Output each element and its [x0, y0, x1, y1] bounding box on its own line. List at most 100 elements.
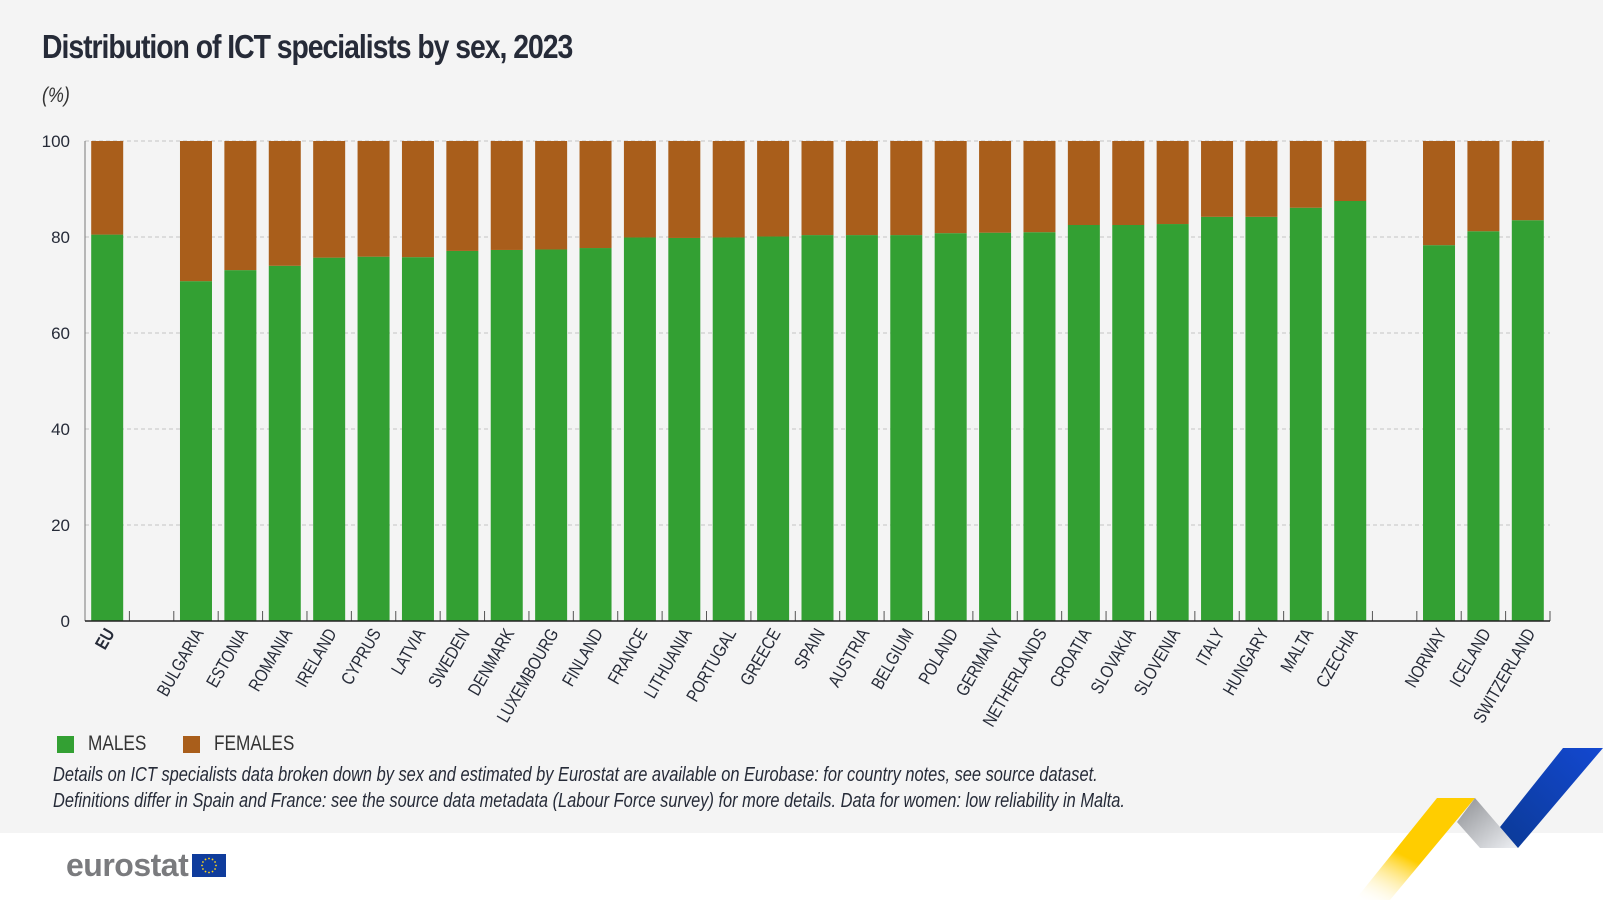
bar-males-sweden [446, 250, 479, 622]
bar-males-germany [979, 232, 1012, 621]
flag-star [202, 861, 205, 863]
footnote-1: Details on ICT specialists data broken d… [53, 764, 1098, 786]
x-tick-label-bulgaria: BULGARIA [153, 625, 207, 699]
x-tick-label-austria: AUSTRIA [825, 625, 874, 690]
legend-swatch-females [183, 735, 201, 753]
bar-females-cyprus [357, 141, 390, 257]
x-tick-label-france: FRANCE [604, 625, 651, 687]
bar-females-austria [845, 141, 878, 236]
bar-males-croatia [1067, 225, 1100, 621]
bar-males-portugal [712, 237, 745, 622]
flag-star [208, 857, 211, 860]
flag-star [211, 858, 214, 861]
bar-males-estonia [224, 270, 257, 621]
x-tick-label-latvia: LATVIA [388, 625, 430, 678]
chart-title: Distribution of ICT specialists by sex, … [42, 28, 573, 65]
bar-females-hungary [1245, 141, 1278, 217]
flag-star [211, 870, 214, 873]
legend-label-males: MALES [88, 732, 147, 755]
bar-males-iceland [1467, 231, 1500, 622]
footnotes: Details on ICT specialists data broken d… [53, 762, 1125, 814]
y-tick-label-60: 60 [51, 324, 70, 343]
bar-females-netherlands [1023, 141, 1056, 233]
bar-males-czechia [1334, 201, 1367, 621]
footnote-2: Definitions differ in Spain and France: … [53, 790, 1125, 812]
bar-males-norway [1423, 245, 1456, 621]
bar-females-estonia [224, 141, 257, 271]
y-tick-label-80: 80 [51, 228, 70, 247]
x-tick-label-belgium: BELGIUM [868, 625, 918, 692]
bar-females-malta [1289, 141, 1322, 208]
bar-females-luxembourg [535, 141, 568, 250]
y-tick-labels: 0 20 40 60 80 100 [42, 132, 70, 631]
flag-star [201, 864, 204, 867]
bar-males-denmark [490, 249, 523, 621]
flag-star [204, 858, 207, 861]
legend-swatch-males [57, 735, 74, 753]
bar-males-latvia [401, 257, 434, 621]
bar-males-hungary [1245, 216, 1278, 621]
bar-females-portugal [712, 141, 745, 238]
bar-females-finland [579, 141, 612, 249]
bar-females-france [623, 141, 656, 238]
bar-males-luxembourg [535, 249, 568, 622]
bar-males-netherlands [1023, 232, 1056, 621]
ribbon-grey [1457, 798, 1518, 848]
bar-females-ireland [313, 141, 346, 258]
axes [84, 141, 1551, 622]
x-tick-label-finland: FINLAND [559, 625, 608, 690]
bar-males-france [623, 237, 656, 622]
x-tick-label-poland: POLAND [915, 625, 962, 687]
bar-females-romania [268, 141, 301, 266]
x-tick-label-croatia: CROATIA [1046, 625, 1095, 691]
bar-males-italy [1201, 216, 1234, 621]
x-tick-label-romania: ROMANIA [245, 625, 296, 694]
x-tick-label-eu: EU [92, 625, 119, 653]
legend: MALES FEMALES [57, 732, 336, 756]
ribbon-blue [1500, 748, 1603, 848]
bar-females-lithuania [668, 141, 701, 238]
unit-label: (%) [42, 84, 70, 107]
ribbon-yellow [1355, 798, 1475, 900]
flag-star [204, 870, 207, 873]
bar-males-romania [268, 265, 301, 621]
bar-females-bulgaria [179, 141, 212, 282]
bar-females-eu [91, 141, 124, 235]
flag-star [214, 861, 217, 863]
bar-females-czechia [1334, 141, 1367, 201]
eurostat-logo: eurostat [66, 847, 227, 884]
bar-females-croatia [1067, 141, 1100, 225]
decorative-ribbon-graphic [1355, 748, 1603, 900]
bar-males-poland [934, 233, 967, 621]
bar-males-finland [579, 248, 612, 622]
y-tick-label-0: 0 [61, 612, 70, 631]
bar-males-ireland [313, 257, 346, 621]
flag-star [214, 868, 217, 870]
x-tick-label-norway: NORWAY [1402, 625, 1451, 691]
flag-star [208, 871, 211, 874]
x-tick-label-estonia: ESTONIA [203, 625, 252, 691]
bar-males-bulgaria [179, 281, 212, 621]
bar-males-greece [757, 236, 790, 621]
bar-females-belgium [890, 141, 923, 236]
x-tick-label-cyprus: CYPRUS [338, 625, 386, 688]
x-tick-label-ireland: IRELAND [292, 625, 341, 690]
bar-females-sweden [446, 141, 479, 251]
legend-item-males: MALES [57, 732, 159, 756]
eu-flag-icon [192, 854, 227, 877]
bars [91, 141, 1544, 622]
bar-females-norway [1423, 141, 1456, 246]
y-tick-label-100: 100 [42, 132, 70, 151]
x-tick-label-czechia: CZECHIA [1313, 625, 1362, 691]
bar-females-spain [801, 141, 834, 236]
bar-females-germany [979, 141, 1012, 233]
bar-males-belgium [890, 235, 923, 621]
bar-males-eu [91, 234, 124, 621]
x-tick-label-sweden: SWEDEN [425, 625, 474, 691]
x-tick-label-greece: GREECE [737, 625, 785, 689]
x-tick-label-spain: SPAIN [791, 625, 830, 672]
bar-females-greece [757, 141, 790, 237]
legend-item-females: FEMALES [183, 732, 312, 756]
